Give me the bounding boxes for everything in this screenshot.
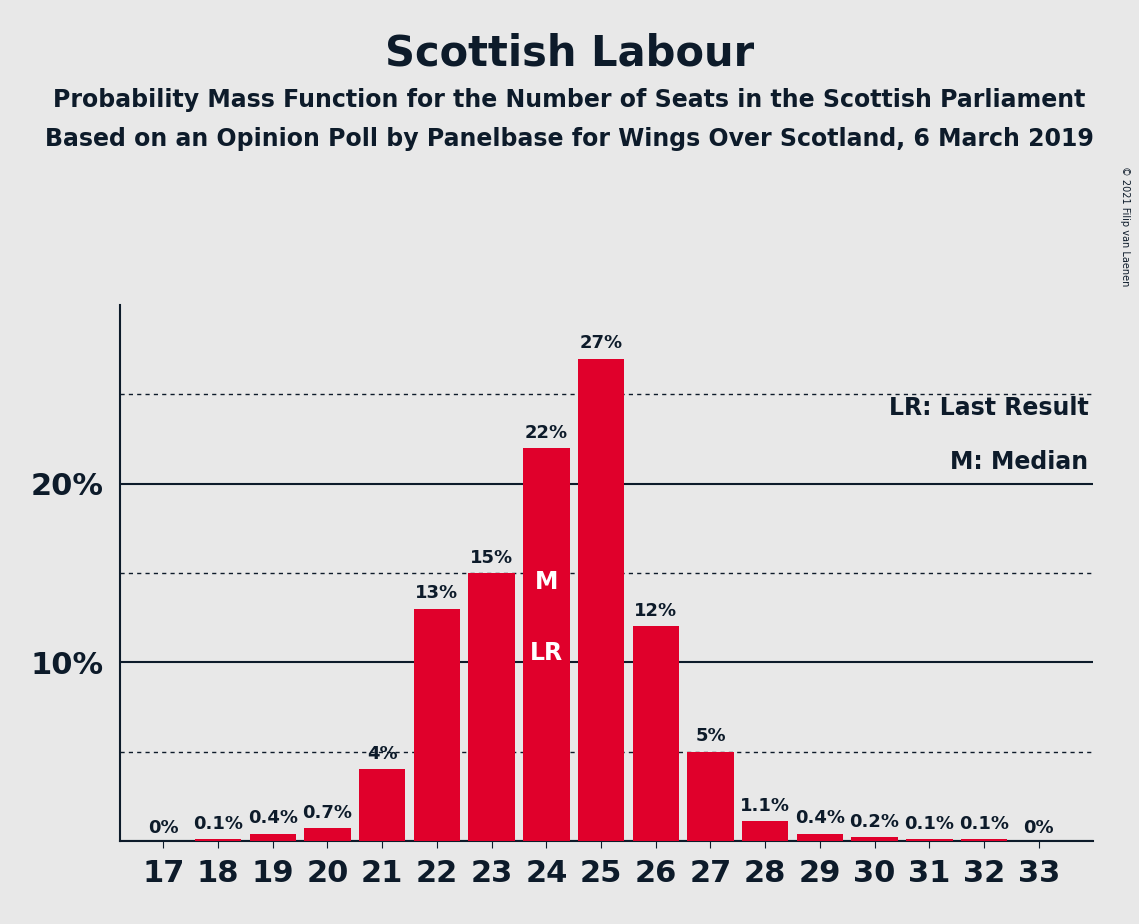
Bar <box>523 448 570 841</box>
Text: 0.1%: 0.1% <box>904 815 954 833</box>
Bar <box>687 751 734 841</box>
Text: 27%: 27% <box>580 334 623 352</box>
Text: M: M <box>534 570 558 594</box>
Text: 5%: 5% <box>695 727 726 746</box>
Bar <box>851 837 898 841</box>
Text: Based on an Opinion Poll by Panelbase for Wings Over Scotland, 6 March 2019: Based on an Opinion Poll by Panelbase fo… <box>46 127 1093 151</box>
Text: 13%: 13% <box>416 584 459 602</box>
Text: M: Median: M: Median <box>950 450 1089 474</box>
Text: 0.4%: 0.4% <box>795 809 845 828</box>
Text: 1.1%: 1.1% <box>740 796 790 815</box>
Bar <box>577 359 624 841</box>
Text: 15%: 15% <box>470 549 514 566</box>
Bar <box>906 839 952 841</box>
Bar <box>796 833 843 841</box>
Text: Probability Mass Function for the Number of Seats in the Scottish Parliament: Probability Mass Function for the Number… <box>54 88 1085 112</box>
Bar <box>632 626 679 841</box>
Text: Scottish Labour: Scottish Labour <box>385 32 754 74</box>
Bar <box>249 833 296 841</box>
Bar <box>413 609 460 841</box>
Text: 22%: 22% <box>525 423 568 442</box>
Text: 0%: 0% <box>148 820 179 837</box>
Bar <box>195 839 241 841</box>
Bar <box>359 770 405 841</box>
Text: 4%: 4% <box>367 745 398 763</box>
Text: 12%: 12% <box>634 602 678 620</box>
Bar <box>961 839 1007 841</box>
Text: 0.4%: 0.4% <box>248 809 297 828</box>
Text: 0.1%: 0.1% <box>194 815 243 833</box>
Bar <box>304 828 351 841</box>
Text: LR: LR <box>530 641 563 665</box>
Text: 0.2%: 0.2% <box>850 813 900 831</box>
Text: © 2021 Filip van Laenen: © 2021 Filip van Laenen <box>1121 166 1130 286</box>
Bar <box>468 573 515 841</box>
Bar <box>741 821 788 841</box>
Text: LR: Last Result: LR: Last Result <box>888 396 1089 420</box>
Text: 0.7%: 0.7% <box>303 804 352 822</box>
Text: 0%: 0% <box>1024 820 1054 837</box>
Text: 0.1%: 0.1% <box>959 815 1009 833</box>
